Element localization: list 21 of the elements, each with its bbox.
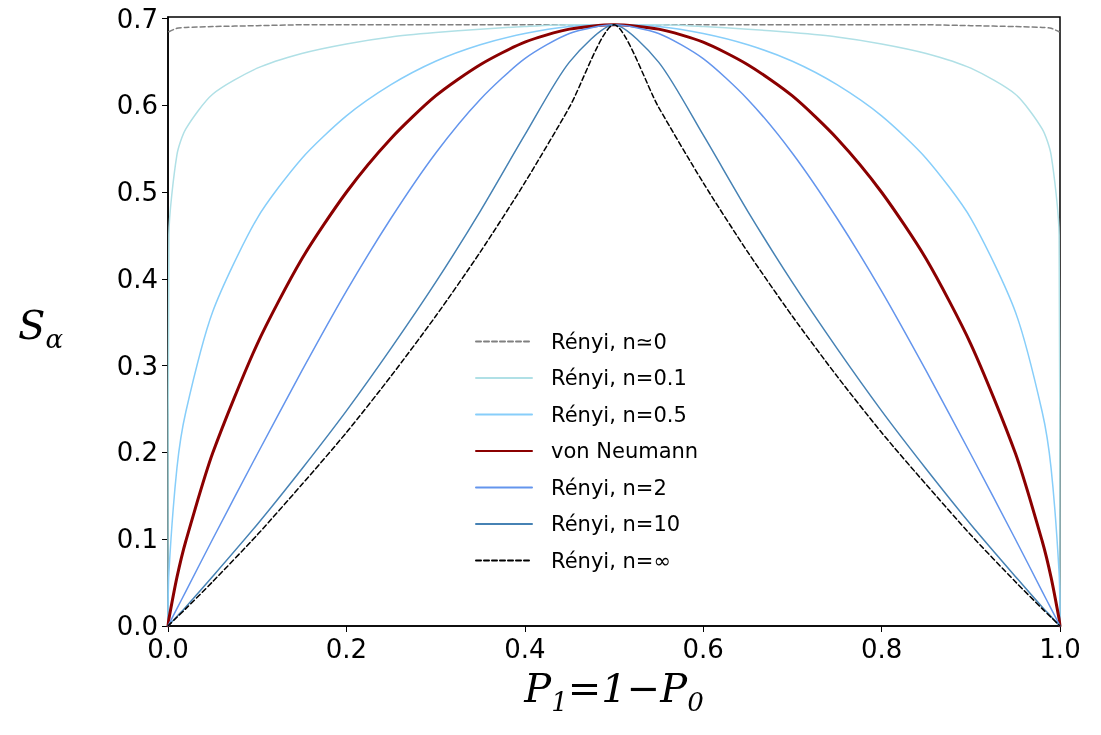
legend-label: Rényi, n=10	[551, 512, 681, 536]
legend-label: Rényi, n=2	[551, 475, 667, 500]
legend-label: Rényi, n=∞	[551, 548, 671, 573]
y-tick-label: 0.4	[116, 263, 158, 294]
y-axis-title: S$_{α}$	[18, 302, 63, 354]
y-tick-label: 0.6	[116, 90, 158, 121]
y-tick-label: 0.1	[116, 524, 158, 555]
legend-label: Rényi, n=0.1	[551, 366, 687, 390]
y-tick-label: 0.3	[116, 350, 158, 381]
legend-label: Rényi, n≃0	[551, 329, 667, 354]
x-tick-label: 1.0	[1039, 634, 1081, 664]
y-tick-label: 0.5	[116, 177, 158, 208]
x-tick-label: 0.8	[860, 634, 903, 664]
legend-label: von Neumann	[551, 439, 699, 463]
x-tick-label: 0.6	[682, 634, 724, 664]
x-tick-label: 0.2	[325, 634, 368, 664]
x-tick-label: 0.4	[504, 634, 546, 664]
y-tick-label: 0.7	[116, 3, 158, 34]
legend-label: Rényi, n=0.5	[551, 402, 687, 427]
y-tick-label: 0.2	[116, 437, 158, 468]
x-axis-title: P$_{1}$=1−P$_{0}$	[524, 665, 704, 717]
